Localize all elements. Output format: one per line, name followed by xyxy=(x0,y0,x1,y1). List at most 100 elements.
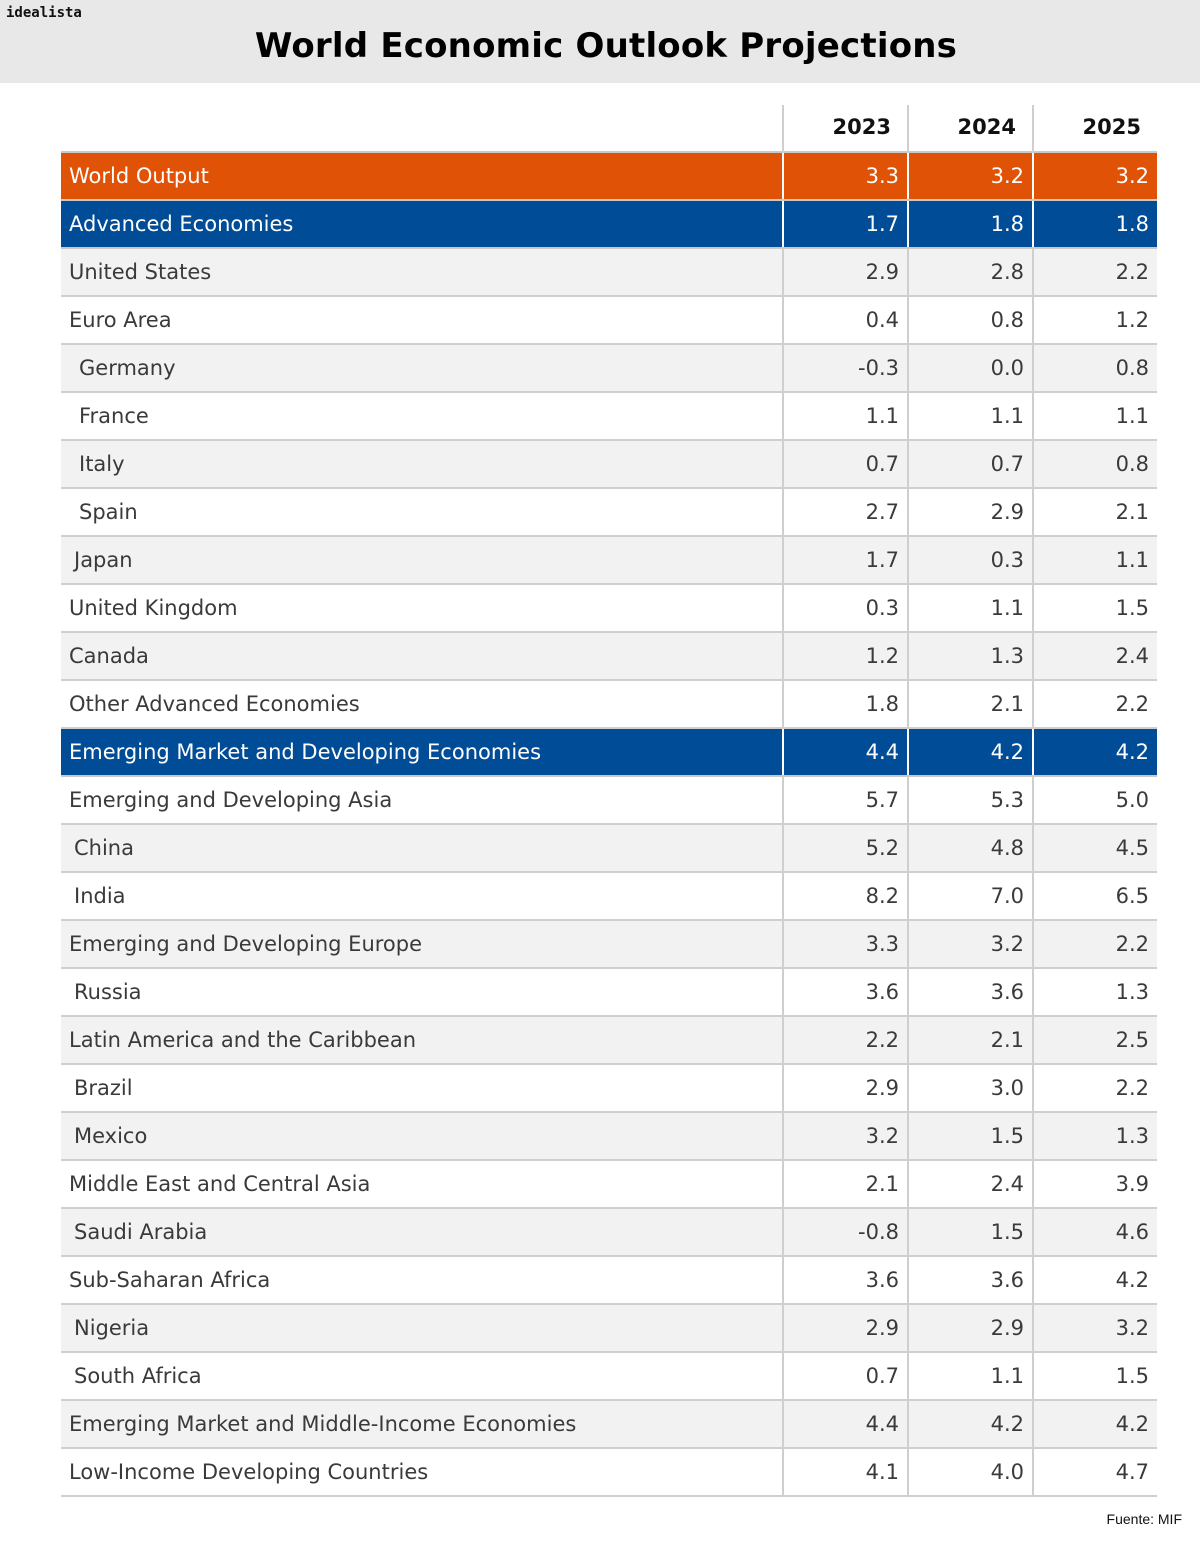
value-cell-2024: 2.9 xyxy=(907,1305,1032,1351)
table-row: Other Advanced Economies 1.8 2.1 2.2 xyxy=(61,681,1157,729)
row-label: Spain xyxy=(79,500,138,524)
value-cell-2024: 1.3 xyxy=(907,633,1032,679)
value-cell-2023: 1.7 xyxy=(782,201,907,247)
value-cell-2023: 2.9 xyxy=(782,1065,907,1111)
value-cell-2024: 3.6 xyxy=(907,1257,1032,1303)
table-row: Spain 2.7 2.9 2.1 xyxy=(61,489,1157,537)
value-cell-2024: 2.1 xyxy=(907,1017,1032,1063)
value-cell-2023: 0.7 xyxy=(782,1353,907,1399)
value-cell-2025: 3.9 xyxy=(1032,1161,1157,1207)
table-row: Canada 1.2 1.3 2.4 xyxy=(61,633,1157,681)
page-title: World Economic Outlook Projections xyxy=(254,26,958,66)
row-label: Emerging and Developing Asia xyxy=(69,788,393,812)
value-cell-2023: 1.7 xyxy=(782,537,907,583)
value-cell-2024: 2.1 xyxy=(907,681,1032,727)
table-row: Mexico 3.2 1.5 1.3 xyxy=(61,1113,1157,1161)
value-cell-2025: 4.7 xyxy=(1032,1449,1157,1495)
value-cell-2023: 3.6 xyxy=(782,1257,907,1303)
value-cell-2024: 4.2 xyxy=(907,1401,1032,1447)
row-label: Advanced Economies xyxy=(69,212,294,236)
value-cell-2024: 1.5 xyxy=(907,1209,1032,1255)
row-label: Latin America and the Caribbean xyxy=(69,1028,417,1052)
value-cell-2023: 8.2 xyxy=(782,873,907,919)
value-cell-2023: 2.9 xyxy=(782,1305,907,1351)
table-body: World Output 3.3 3.2 3.2 Advanced Economies 1… xyxy=(61,153,1157,1497)
header-bar: idealista World Economic Outlook Project… xyxy=(0,0,1200,83)
table-row: Emerging and Developing Asia 5.7 5.3 5.0 xyxy=(61,777,1157,825)
row-label: Emerging and Developing Europe xyxy=(69,932,423,956)
value-cell-2025: 4.2 xyxy=(1032,1401,1157,1447)
table-row: Nigeria 2.9 2.9 3.2 xyxy=(61,1305,1157,1353)
table-row: Emerging and Developing Europe 3.3 3.2 2.2 xyxy=(61,921,1157,969)
value-cell-2025: 0.8 xyxy=(1032,345,1157,391)
value-cell-2025: 2.2 xyxy=(1032,1065,1157,1111)
value-cell-2024: 1.1 xyxy=(907,393,1032,439)
table-row: United Kingdom 0.3 1.1 1.5 xyxy=(61,585,1157,633)
value-cell-2023: 3.6 xyxy=(782,969,907,1015)
value-cell-2025: 0.8 xyxy=(1032,441,1157,487)
table-row: Low-Income Developing Countries 4.1 4.0 4.7 xyxy=(61,1449,1157,1497)
row-label: Saudi Arabia xyxy=(74,1220,208,1244)
value-cell-2023: 1.8 xyxy=(782,681,907,727)
value-cell-2025: 2.1 xyxy=(1032,489,1157,535)
value-cell-2023: 5.2 xyxy=(782,825,907,871)
row-label: Italy xyxy=(79,452,125,476)
value-cell-2025: 3.2 xyxy=(1032,153,1157,199)
value-cell-2023: 4.4 xyxy=(782,1401,907,1447)
value-cell-2024: 1.1 xyxy=(907,1353,1032,1399)
value-cell-2023: 0.4 xyxy=(782,297,907,343)
value-cell-2025: 2.5 xyxy=(1032,1017,1157,1063)
row-label: United States xyxy=(69,260,212,284)
value-cell-2024: 3.2 xyxy=(907,921,1032,967)
table-row: Middle East and Central Asia 2.1 2.4 3.9 xyxy=(61,1161,1157,1209)
value-cell-2023: 2.2 xyxy=(782,1017,907,1063)
value-cell-2023: 1.1 xyxy=(782,393,907,439)
value-cell-2025: 1.5 xyxy=(1032,585,1157,631)
value-cell-2024: 1.1 xyxy=(907,585,1032,631)
column-header-2023: 2023 xyxy=(782,105,907,153)
value-cell-2024: 4.0 xyxy=(907,1449,1032,1495)
table-row: United States 2.9 2.8 2.2 xyxy=(61,249,1157,297)
value-cell-2023: 3.3 xyxy=(782,153,907,199)
value-cell-2025: 4.2 xyxy=(1032,1257,1157,1303)
table-row: South Africa 0.7 1.1 1.5 xyxy=(61,1353,1157,1401)
row-label: United Kingdom xyxy=(69,596,238,620)
value-cell-2024: 3.2 xyxy=(907,153,1032,199)
value-cell-2024: 0.7 xyxy=(907,441,1032,487)
value-cell-2023: 4.4 xyxy=(782,729,907,775)
value-cell-2025: 3.2 xyxy=(1032,1305,1157,1351)
row-label: World Output xyxy=(69,164,209,188)
value-cell-2023: 4.1 xyxy=(782,1449,907,1495)
row-label: South Africa xyxy=(74,1364,202,1388)
value-cell-2025: 1.1 xyxy=(1032,393,1157,439)
value-cell-2024: 2.9 xyxy=(907,489,1032,535)
value-cell-2024: 1.8 xyxy=(907,201,1032,247)
value-cell-2024: 0.8 xyxy=(907,297,1032,343)
value-cell-2024: 7.0 xyxy=(907,873,1032,919)
value-cell-2025: 1.1 xyxy=(1032,537,1157,583)
row-label: Other Advanced Economies xyxy=(69,692,360,716)
row-label: Emerging Market and Developing Economies xyxy=(69,740,542,764)
value-cell-2024: 2.8 xyxy=(907,249,1032,295)
projections-table: 2023 2024 2025 World Output 3.3 3.2 3.2 Adva… xyxy=(61,105,1157,1497)
value-cell-2024: 3.0 xyxy=(907,1065,1032,1111)
value-cell-2025: 4.6 xyxy=(1032,1209,1157,1255)
value-cell-2025: 1.8 xyxy=(1032,201,1157,247)
table-row: Latin America and the Caribbean 2.2 2.1 2.5 xyxy=(61,1017,1157,1065)
brand-logo: idealista xyxy=(6,5,82,21)
table-row: India 8.2 7.0 6.5 xyxy=(61,873,1157,921)
value-cell-2023: 5.7 xyxy=(782,777,907,823)
row-label: Sub-Saharan Africa xyxy=(69,1268,271,1292)
value-cell-2023: 2.1 xyxy=(782,1161,907,1207)
value-cell-2023: -0.3 xyxy=(782,345,907,391)
value-cell-2025: 1.3 xyxy=(1032,1113,1157,1159)
value-cell-2024: 3.6 xyxy=(907,969,1032,1015)
value-cell-2025: 2.2 xyxy=(1032,681,1157,727)
value-cell-2025: 4.2 xyxy=(1032,729,1157,775)
row-label: Russia xyxy=(74,980,142,1004)
value-cell-2023: 0.7 xyxy=(782,441,907,487)
value-cell-2024: 1.5 xyxy=(907,1113,1032,1159)
value-cell-2025: 6.5 xyxy=(1032,873,1157,919)
value-cell-2023: 2.7 xyxy=(782,489,907,535)
value-cell-2024: 0.0 xyxy=(907,345,1032,391)
